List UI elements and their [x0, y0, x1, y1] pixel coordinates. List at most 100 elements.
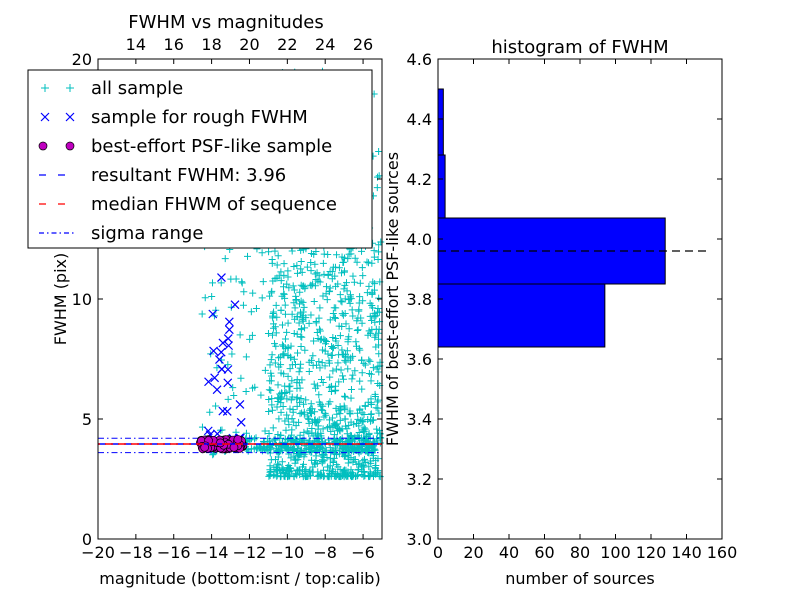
histogram-bar — [437, 283, 606, 348]
histogram-x-tick-label: 20 — [463, 543, 483, 562]
all-sample-point — [230, 392, 238, 400]
all-sample-point — [371, 390, 379, 398]
all-sample-point — [217, 279, 225, 287]
all-sample-point — [275, 354, 283, 362]
all-sample-point — [240, 288, 248, 296]
all-sample-point — [266, 472, 274, 480]
scatter-x-tick-label: −16 — [157, 543, 191, 562]
all-sample-point — [277, 306, 285, 314]
all-sample-point — [302, 314, 310, 322]
all-sample-point — [300, 303, 308, 311]
all-sample-point — [328, 465, 336, 473]
all-sample-point — [331, 314, 339, 322]
all-sample-point — [369, 452, 377, 460]
all-sample-point — [345, 333, 353, 341]
all-sample-point — [351, 367, 359, 375]
all-sample-point — [311, 416, 319, 424]
all-sample-point — [341, 393, 349, 401]
all-sample-point — [303, 427, 311, 435]
all-sample-point — [281, 382, 289, 390]
rough-sample-point — [215, 355, 224, 364]
all-sample-point — [367, 410, 375, 418]
psf-sample-point — [233, 435, 243, 444]
histogram-y-tick-label: 4.0 — [407, 230, 432, 249]
all-sample-point — [316, 325, 324, 333]
all-sample-point — [296, 288, 304, 296]
all-sample-point — [275, 363, 283, 371]
all-sample-point — [313, 460, 321, 468]
all-sample-point — [296, 446, 304, 454]
all-sample-point — [293, 395, 301, 403]
all-sample-point — [269, 424, 277, 432]
all-sample-point — [300, 410, 308, 418]
all-sample-point — [287, 439, 295, 447]
all-sample-point — [224, 361, 232, 369]
scatter-top-x-tick-label: 24 — [315, 35, 335, 54]
all-sample-point — [261, 427, 269, 435]
histogram-panel: histogram of FWHM 0 20 40 60 80 100 120 140 160 3… — [383, 37, 737, 588]
all-sample-point — [296, 398, 304, 406]
all-sample-point — [300, 436, 308, 444]
all-sample-point — [274, 398, 282, 406]
all-sample-point — [273, 463, 281, 471]
legend-label: best-effort PSF-like sample — [91, 136, 332, 157]
all-sample-point — [271, 247, 279, 255]
legend-plus-marker — [66, 84, 74, 92]
all-sample-point — [325, 416, 333, 424]
histogram-y-tick-label: 3.0 — [407, 530, 432, 549]
all-sample-point — [305, 415, 313, 423]
all-sample-point — [311, 260, 319, 268]
all-sample-point — [315, 358, 323, 366]
all-sample-point — [280, 283, 288, 291]
all-sample-point — [355, 443, 363, 451]
all-sample-point — [345, 325, 353, 333]
all-sample-point — [268, 395, 276, 403]
all-sample-point — [338, 346, 346, 354]
all-sample-point — [341, 445, 349, 453]
all-sample-point — [296, 467, 304, 475]
all-sample-point — [320, 457, 328, 465]
all-sample-point — [330, 420, 338, 428]
all-sample-point — [338, 310, 346, 318]
scatter-top-x-tick-label: 14 — [126, 35, 146, 54]
all-sample-point — [274, 460, 282, 468]
all-sample-point — [367, 459, 375, 467]
all-sample-point — [297, 343, 305, 351]
all-sample-point — [361, 402, 369, 410]
all-sample-point — [224, 395, 232, 403]
all-sample-point — [347, 295, 355, 303]
scatter-plot-area — [98, 67, 385, 481]
legend-label: resultant FWHM: 3.96 — [91, 165, 286, 186]
all-sample-point — [272, 447, 280, 455]
all-sample-point — [326, 455, 334, 463]
all-sample-point — [309, 361, 317, 369]
histogram-y-tick-label: 3.2 — [407, 470, 432, 489]
all-sample-point — [374, 396, 382, 404]
all-sample-point — [347, 418, 355, 426]
all-sample-point — [283, 328, 291, 336]
all-sample-point — [321, 340, 329, 348]
all-sample-point — [239, 301, 247, 309]
all-sample-point — [278, 341, 286, 349]
all-sample-point — [318, 359, 326, 367]
all-sample-point — [316, 327, 324, 335]
all-sample-point — [266, 292, 274, 300]
legend-label: sigma range — [91, 223, 203, 244]
all-sample-point — [358, 319, 366, 327]
all-sample-point — [366, 357, 374, 365]
all-sample-point — [373, 308, 381, 316]
all-sample-point — [288, 445, 296, 453]
all-sample-point — [236, 331, 244, 339]
all-sample-point — [331, 421, 339, 429]
all-sample-point — [367, 377, 375, 385]
all-sample-point — [367, 400, 375, 408]
all-sample-point — [284, 273, 292, 281]
all-sample-point — [213, 364, 221, 372]
histogram-bar — [437, 88, 444, 156]
all-sample-point — [308, 410, 316, 418]
all-sample-point — [296, 384, 304, 392]
all-sample-point — [356, 279, 364, 287]
all-sample-point — [362, 458, 370, 466]
all-sample-point — [351, 254, 359, 262]
all-sample-point — [281, 310, 289, 318]
